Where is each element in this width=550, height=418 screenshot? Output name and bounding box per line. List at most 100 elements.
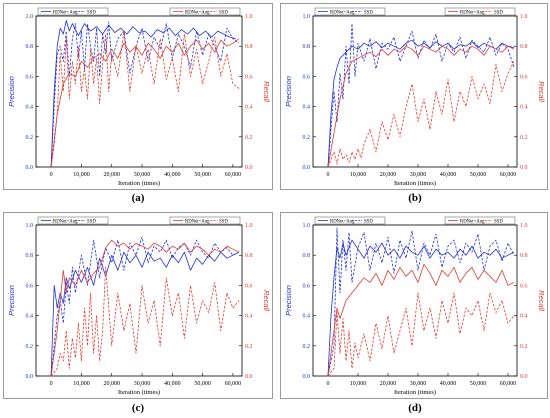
y-right-tick-label: 0.6	[520, 283, 528, 289]
y-left-tick-label: 0.4	[303, 314, 311, 320]
panel-a-chart: 0 10,000 20,000 30,000 40,000 50,000 60,000 Ite…	[7, 7, 271, 187]
x-tick-label: 20,000	[103, 172, 120, 178]
x-tick-label: 60,000	[500, 172, 517, 178]
y-right-tick-label: 1.0	[520, 223, 528, 229]
x-tick-label: 10,000	[73, 172, 90, 178]
x-tick-label: 40,000	[440, 381, 457, 387]
x-tick-label: 20,000	[103, 381, 120, 387]
y-right-tick-label: 0.6	[245, 74, 253, 80]
legend-entry: RDNet+Aug	[330, 11, 355, 16]
panel-c-label: (c)	[131, 402, 145, 414]
y-right-tick-label: 0.8	[520, 44, 528, 50]
x-tick-label: 60,000	[225, 172, 242, 178]
y-right-tick-label: 1.0	[245, 14, 253, 20]
x-tick-label: 40,000	[164, 381, 181, 387]
legend-right	[169, 216, 241, 225]
recall-ssd-series	[327, 292, 515, 377]
panel-a-frame: 0 10,000 20,000 30,000 40,000 50,000 60,000 Ite…	[3, 3, 273, 190]
recall-ssd-series	[327, 61, 515, 168]
y-left-tick-label: 0.6	[303, 283, 311, 289]
legend-entry: RDNet+Aug	[53, 11, 78, 16]
precision-rdnet-series	[50, 20, 237, 168]
x-tick-label: 60,000	[500, 381, 517, 387]
y-left-tick-label: 0.6	[26, 283, 34, 289]
y-left-tick-label: 0.2	[303, 344, 311, 350]
plot-area	[35, 15, 243, 168]
y-right-tick-label: 0.0	[245, 165, 253, 171]
x-tick-label: 10,000	[350, 381, 367, 387]
y-right-tick-label: 0.8	[245, 44, 253, 50]
y-right-tick-label: 0.4	[245, 105, 253, 111]
x-axis-label: Iteration (times)	[394, 389, 436, 396]
y-left-axis-label: Precision	[7, 76, 16, 107]
panel-b-frame: 0 10,000 20,000 30,000 40,000 50,000 60,000 Ite…	[280, 3, 548, 190]
y-left-tick-label: 0.4	[303, 105, 311, 111]
recall-ssd-series	[50, 266, 240, 377]
y-left-tick-label: 0.8	[26, 253, 34, 259]
x-tick-label: 0	[327, 381, 330, 387]
y-left-tick-label: 1.0	[303, 14, 311, 20]
legend-right	[444, 7, 516, 16]
y-right-tick-label: 0.8	[245, 253, 253, 259]
precision-ssd-series	[50, 236, 240, 377]
legend-entry: SSD	[364, 220, 373, 225]
recall-rdnet-series	[327, 45, 515, 168]
x-tick-label: 50,000	[194, 172, 211, 178]
precision-ssd-series	[50, 21, 240, 168]
x-tick-label: 10,000	[350, 172, 367, 178]
legend-entry: RDNet+Aug	[185, 11, 210, 16]
y-left-axis-label: Precision	[7, 285, 16, 316]
y-left-tick-label: 0.0	[303, 374, 311, 380]
x-tick-label: 0	[50, 381, 53, 387]
y-right-tick-label: 0.2	[520, 344, 528, 350]
y-left-tick-label: 0.0	[26, 374, 34, 380]
x-tick-label: 0	[327, 172, 330, 178]
x-tick-label: 30,000	[410, 381, 427, 387]
plot-area	[312, 224, 518, 377]
y-right-tick-label: 0.4	[520, 105, 528, 111]
panel-d-frame: 0 10,000 20,000 30,000 40,000 50,000 60,000 Ite…	[280, 212, 548, 399]
panel-a-label: (a)	[131, 192, 145, 204]
y-right-tick-label: 0.0	[520, 374, 528, 380]
y-right-tick-label: 0.4	[245, 314, 253, 320]
y-left-tick-label: 0.2	[26, 135, 34, 141]
y-right-tick-label: 0.6	[245, 283, 253, 289]
y-right-tick-label: 0.0	[245, 374, 253, 380]
panel-b-label: (b)	[408, 192, 422, 204]
recall-rdnet-series	[50, 239, 240, 377]
y-left-tick-label: 0.4	[26, 105, 34, 111]
x-tick-label: 60,000	[225, 381, 242, 387]
y-right-tick-label: 0.8	[520, 253, 528, 259]
y-right-tick-label: 0.2	[520, 135, 528, 141]
legend-entry: SSD	[87, 11, 96, 16]
precision-rdnet-series	[50, 251, 240, 377]
legend-entry: SSD	[494, 220, 503, 225]
legend-entry: RDNet+Aug	[185, 220, 210, 225]
legend-entry: RDNet+Aug	[460, 11, 485, 16]
legend-entry: RDNet+Aug	[53, 220, 78, 225]
y-right-axis-label: Recall	[537, 81, 546, 102]
y-left-tick-label: 0.6	[303, 74, 311, 80]
y-left-tick-label: 1.0	[26, 223, 34, 229]
y-right-axis-label: Recall	[262, 290, 271, 311]
recall-ssd-series	[50, 30, 240, 168]
y-left-tick-label: 0.0	[26, 165, 34, 171]
y-left-tick-label: 0.8	[303, 44, 311, 50]
y-right-tick-label: 0.6	[520, 74, 528, 80]
legend-entry: SSD	[364, 11, 373, 16]
x-tick-label: 10,000	[73, 381, 90, 387]
plot-area	[312, 15, 518, 168]
legend-left	[314, 216, 386, 225]
precision-ssd-series	[327, 23, 515, 168]
recall-rdnet-series	[327, 263, 515, 377]
x-tick-label: 40,000	[164, 172, 181, 178]
x-axis-label: Iteration (times)	[118, 180, 160, 187]
x-tick-label: 20,000	[380, 381, 397, 387]
precision-ssd-series	[327, 227, 515, 377]
x-tick-label: 20,000	[380, 172, 397, 178]
y-left-axis-label: Precision	[284, 285, 293, 316]
y-right-tick-label: 0.2	[245, 344, 253, 350]
y-left-tick-label: 0.4	[26, 314, 34, 320]
y-left-tick-label: 0.6	[26, 74, 34, 80]
